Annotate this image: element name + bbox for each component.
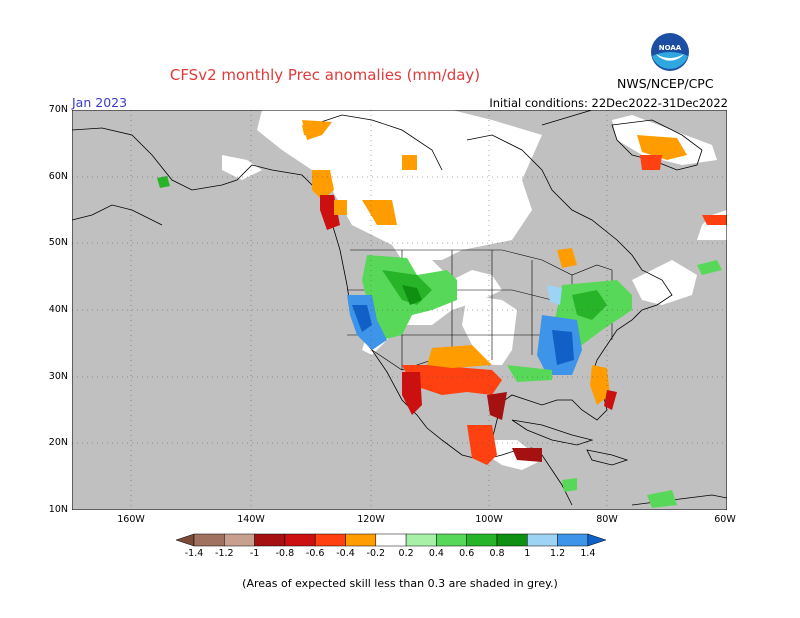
colorbar-tick-label: 0.8 <box>489 548 505 559</box>
colorbar-tick-label: 1.2 <box>550 548 566 559</box>
svg-text:NOAA: NOAA <box>659 44 682 52</box>
colorbar-segment <box>375 533 407 547</box>
colorbar-segment <box>496 533 528 547</box>
colorbar-segment <box>284 533 316 547</box>
lat-label: 10N <box>48 504 68 515</box>
colorbar-tick-label: 0.2 <box>398 548 414 559</box>
colorbar-arrow-right <box>587 533 607 547</box>
lon-label: 120W <box>357 514 385 525</box>
lat-label: 20N <box>48 437 68 448</box>
initial-conditions: Initial conditions: 22Dec2022-31Dec2022 <box>489 96 728 110</box>
colorbar-tick-label: -0.6 <box>305 548 325 559</box>
colorbar-tick-label: -0.2 <box>366 548 386 559</box>
colorbar-segment <box>405 533 437 547</box>
colorbar <box>176 533 607 547</box>
colorbar-tick-label: 1 <box>524 548 531 559</box>
lat-label: 30N <box>48 371 68 382</box>
colorbar-segment <box>224 533 255 547</box>
colorbar-arrow-left <box>176 533 195 547</box>
chart-title: CFSv2 monthly Prec anomalies (mm/day) <box>169 66 481 84</box>
colorbar-segment <box>314 533 346 547</box>
lon-label: 80W <box>596 514 618 525</box>
colorbar-segment <box>466 533 498 547</box>
colorbar-segment <box>557 533 589 547</box>
lon-label: 60W <box>714 514 736 525</box>
footnote: (Areas of expected skill less than 0.3 a… <box>242 577 558 590</box>
coastlines <box>72 110 727 506</box>
colorbar-tick-label: -1.4 <box>184 548 204 559</box>
colorbar-segment <box>345 533 377 547</box>
lat-label: 60N <box>48 171 68 182</box>
wet-anomalies <box>157 176 722 508</box>
colorbar-tick-label: -1.2 <box>215 548 234 559</box>
colorbar-tick-label: -0.8 <box>275 548 295 559</box>
colorbar-segment <box>193 533 225 547</box>
colorbar-tick-label: -0.4 <box>336 548 355 559</box>
lon-label: 140W <box>237 514 265 525</box>
lat-label: 70N <box>48 104 68 115</box>
colorbar-tick-label: 0.4 <box>428 548 444 559</box>
colorbar-tick-label: -1 <box>249 548 260 559</box>
colorbar-tick-label: 1.4 <box>580 548 596 559</box>
month-label: Jan 2023 <box>72 95 128 110</box>
dry-anomalies <box>302 120 727 465</box>
lat-label: 40N <box>48 304 68 315</box>
lat-label: 50N <box>48 237 68 248</box>
colorbar-segment <box>436 533 467 547</box>
graticule <box>72 110 727 510</box>
noaa-logo: NOAA <box>651 33 689 71</box>
colorbar-tick-label: 0.6 <box>459 548 475 559</box>
colorbar-segment <box>527 533 558 547</box>
colorbar-segment <box>254 533 286 547</box>
agency-label: NWS/NCEP/CPC <box>617 76 714 91</box>
lon-label: 160W <box>117 514 145 525</box>
lon-label: 100W <box>475 514 503 525</box>
anomaly-map <box>72 110 727 510</box>
